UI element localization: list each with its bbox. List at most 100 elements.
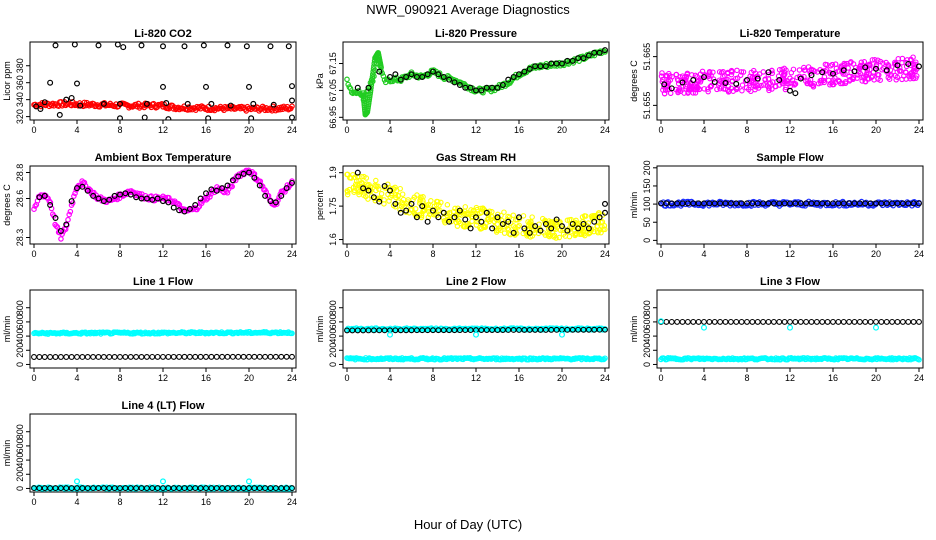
x-tick-label: 12 bbox=[158, 125, 168, 135]
series-black-point bbox=[846, 200, 853, 207]
series-magenta-marker bbox=[725, 83, 732, 90]
series-black-point bbox=[915, 63, 922, 70]
series-black-point bbox=[240, 353, 247, 360]
series-yellow-marker bbox=[496, 226, 503, 232]
series-black-point bbox=[116, 191, 123, 198]
series-black-point bbox=[440, 209, 447, 216]
x-tick-label: 20 bbox=[871, 125, 881, 135]
series-black-point bbox=[100, 485, 107, 492]
series-yellow-marker bbox=[356, 191, 362, 198]
series-black-point bbox=[419, 327, 426, 334]
panel-data bbox=[344, 47, 608, 118]
series-black-point bbox=[41, 485, 48, 492]
series-yellow-marker bbox=[397, 206, 403, 213]
series-magenta-marker bbox=[696, 86, 703, 92]
series-black-point bbox=[289, 353, 295, 360]
series-black-point bbox=[229, 485, 236, 492]
series-black-point bbox=[585, 326, 592, 333]
series-black-point bbox=[489, 327, 496, 333]
series-black-point bbox=[690, 200, 697, 207]
series-magenta-marker bbox=[710, 76, 717, 82]
series-black-point bbox=[392, 327, 399, 334]
series-black-point bbox=[170, 204, 177, 211]
series-black-point bbox=[250, 100, 257, 107]
series-magenta-marker bbox=[899, 76, 905, 83]
y-tick-label: 28.8 bbox=[15, 164, 25, 182]
series-black-point bbox=[354, 327, 361, 334]
series-cyan-point bbox=[387, 331, 394, 338]
series-black-point bbox=[744, 318, 750, 325]
series-black-point bbox=[521, 225, 528, 232]
x-tick-label: 24 bbox=[287, 249, 297, 259]
series-black-point bbox=[722, 318, 729, 325]
series-black-point bbox=[569, 326, 576, 333]
series-black-point bbox=[208, 353, 215, 360]
series-magenta-marker bbox=[869, 73, 876, 79]
series-magenta-marker bbox=[707, 75, 713, 82]
series-black-point bbox=[272, 485, 279, 492]
series-magenta-marker bbox=[873, 63, 880, 69]
series-black-point bbox=[658, 200, 664, 207]
series-magenta-marker bbox=[679, 73, 686, 79]
series-black-point bbox=[208, 100, 215, 107]
series-black-point bbox=[77, 102, 84, 109]
series-magenta-marker bbox=[850, 76, 856, 82]
series-black-point bbox=[668, 318, 675, 325]
series-yellow-marker bbox=[373, 177, 379, 184]
series-red-marker bbox=[71, 101, 77, 108]
series-magenta-marker bbox=[811, 81, 817, 87]
series-yellow-marker bbox=[438, 199, 444, 206]
series-black-point bbox=[601, 200, 608, 207]
series-green-marker bbox=[370, 68, 376, 75]
x-tick-label: 20 bbox=[557, 249, 567, 259]
x-tick-label: 8 bbox=[744, 373, 749, 383]
series-black-point bbox=[695, 200, 702, 207]
x-tick-label: 24 bbox=[287, 125, 297, 135]
series-black-point bbox=[283, 185, 290, 192]
panel-ylabel: ml/min bbox=[2, 440, 12, 467]
series-magenta-marker bbox=[705, 86, 711, 92]
series-black-point bbox=[246, 83, 253, 90]
series-magenta-marker bbox=[714, 86, 720, 93]
series-magenta-marker bbox=[706, 69, 713, 76]
y-tick-label: 0 bbox=[15, 362, 25, 367]
x-tick-label: 4 bbox=[74, 125, 79, 135]
series-black-point bbox=[141, 114, 148, 120]
series-black-point bbox=[41, 354, 48, 360]
series-yellow-marker bbox=[363, 181, 370, 187]
series-magenta-marker bbox=[829, 79, 836, 86]
series-black-point bbox=[289, 97, 296, 104]
x-tick-label: 12 bbox=[471, 373, 481, 383]
x-tick-label: 12 bbox=[471, 249, 481, 259]
series-black-point bbox=[186, 485, 193, 492]
series-yellow-marker bbox=[477, 224, 483, 231]
panel-ylabel: degrees C bbox=[2, 184, 12, 226]
x-tick-label: 16 bbox=[201, 125, 211, 135]
panel-ylabel: Licor ppm bbox=[2, 61, 12, 101]
series-black-point bbox=[170, 485, 177, 492]
series-magenta-marker bbox=[775, 73, 782, 79]
x-tick-label: 0 bbox=[658, 373, 663, 383]
y-tick-label: 380 bbox=[15, 58, 25, 73]
series-black-point bbox=[819, 69, 826, 76]
panel-title: Line 2 Flow bbox=[446, 276, 506, 288]
x-tick-label: 20 bbox=[871, 373, 881, 383]
series-black-point bbox=[786, 87, 793, 94]
series-magenta-marker bbox=[738, 69, 745, 75]
series-black-point bbox=[246, 353, 252, 360]
series-magenta-marker bbox=[749, 77, 756, 83]
series-black-point bbox=[738, 200, 745, 207]
series-yellow-marker bbox=[418, 195, 424, 201]
series-yellow-marker bbox=[594, 228, 601, 234]
series-black-point bbox=[440, 73, 447, 80]
x-tick-label: 4 bbox=[74, 373, 79, 383]
panel-ylabel: percent bbox=[315, 189, 325, 220]
series-magenta-marker bbox=[72, 190, 78, 197]
series-black-point bbox=[227, 102, 234, 109]
series-black-point bbox=[213, 187, 220, 194]
series-black-point bbox=[186, 353, 193, 360]
series-magenta-marker bbox=[796, 67, 803, 73]
series-black-point bbox=[451, 327, 458, 334]
series-black-point bbox=[499, 220, 506, 227]
x-tick-label: 24 bbox=[600, 373, 610, 383]
